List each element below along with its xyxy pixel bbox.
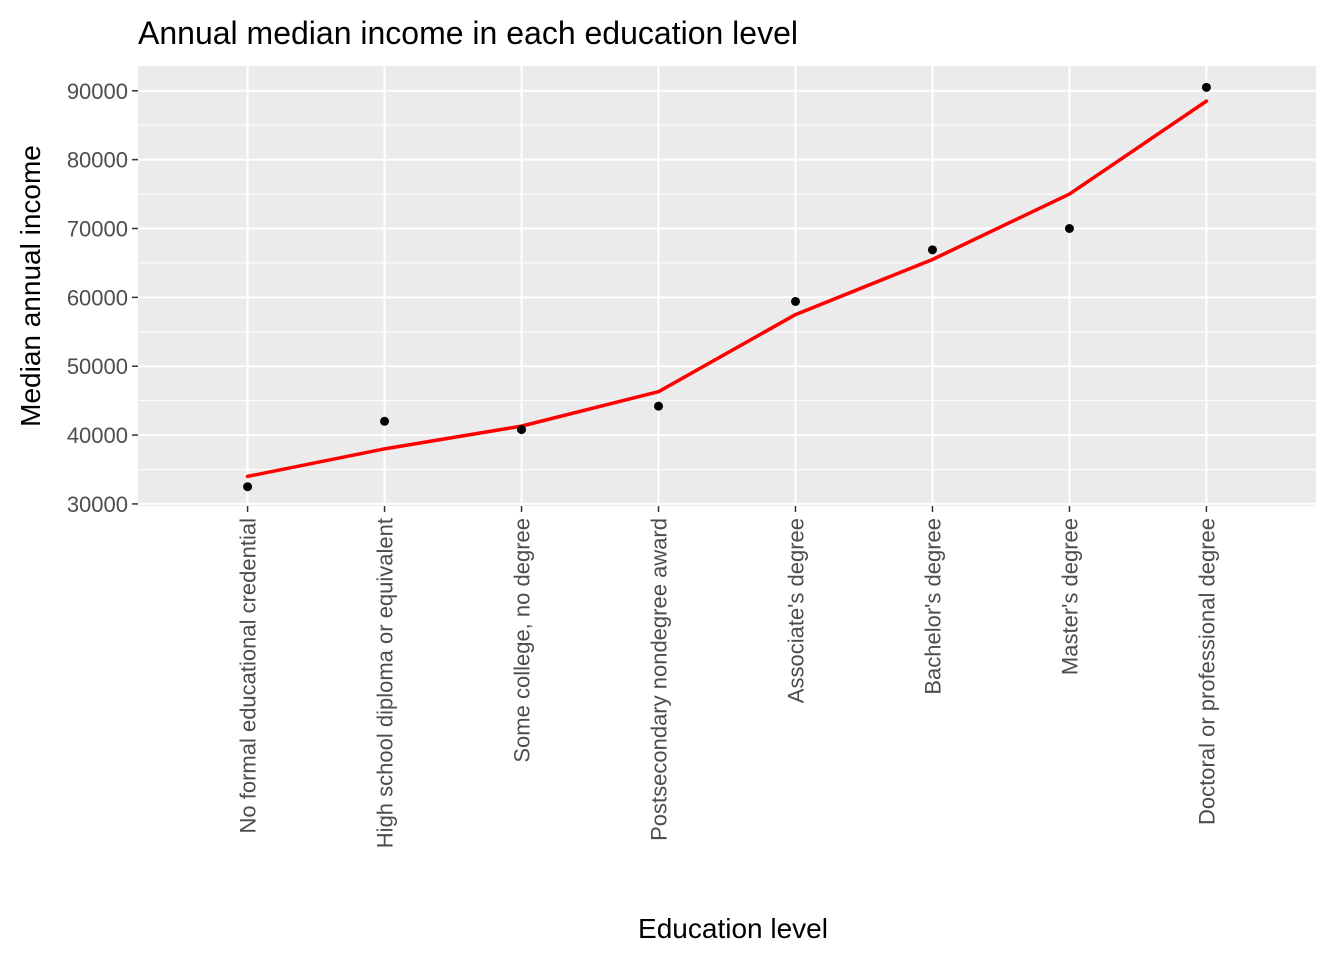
data-point xyxy=(517,425,527,435)
minor-gridlines xyxy=(138,124,1316,471)
x-tick-label: Master's degree xyxy=(1057,518,1082,675)
y-tick-label: 80000 xyxy=(67,148,128,173)
y-tick-label: 60000 xyxy=(67,285,128,310)
x-tick-label: High school diploma or equivalent xyxy=(373,518,398,848)
y-tick-label: 90000 xyxy=(67,79,128,104)
x-tick-label: Associate's degree xyxy=(783,518,808,703)
trend-line xyxy=(245,99,1209,479)
x-tick-label: Some college, no degree xyxy=(510,518,535,763)
x-tick-label: No formal educational credential xyxy=(236,518,261,834)
data-point xyxy=(790,296,800,306)
data-point xyxy=(654,401,664,411)
data-point xyxy=(1064,224,1074,234)
y-tick-label: 50000 xyxy=(67,354,128,379)
x-tick-label: Doctoral or professional degree xyxy=(1194,518,1219,825)
x-tick-label: Bachelor's degree xyxy=(920,518,945,695)
y-tick-label: 30000 xyxy=(67,492,128,517)
y-axis-title: Median annual income xyxy=(15,145,46,427)
data-point xyxy=(927,245,937,255)
series-layer xyxy=(243,82,1211,492)
chart-title: Annual median income in each education l… xyxy=(138,15,798,51)
data-point xyxy=(1201,82,1211,92)
y-axis: 30000 40000 50000 60000 70000 80000 90000 xyxy=(67,79,138,517)
data-point xyxy=(243,482,253,492)
major-gridlines xyxy=(138,66,1316,506)
plot-panel xyxy=(138,66,1316,506)
data-point xyxy=(380,416,390,426)
x-axis: No formal educational credential High sch… xyxy=(236,506,1219,848)
x-axis-title: Education level xyxy=(638,913,828,944)
y-tick-label: 70000 xyxy=(67,217,128,242)
y-tick-label: 40000 xyxy=(67,423,128,448)
x-tick-label: Postsecondary nondegree award xyxy=(647,518,672,841)
